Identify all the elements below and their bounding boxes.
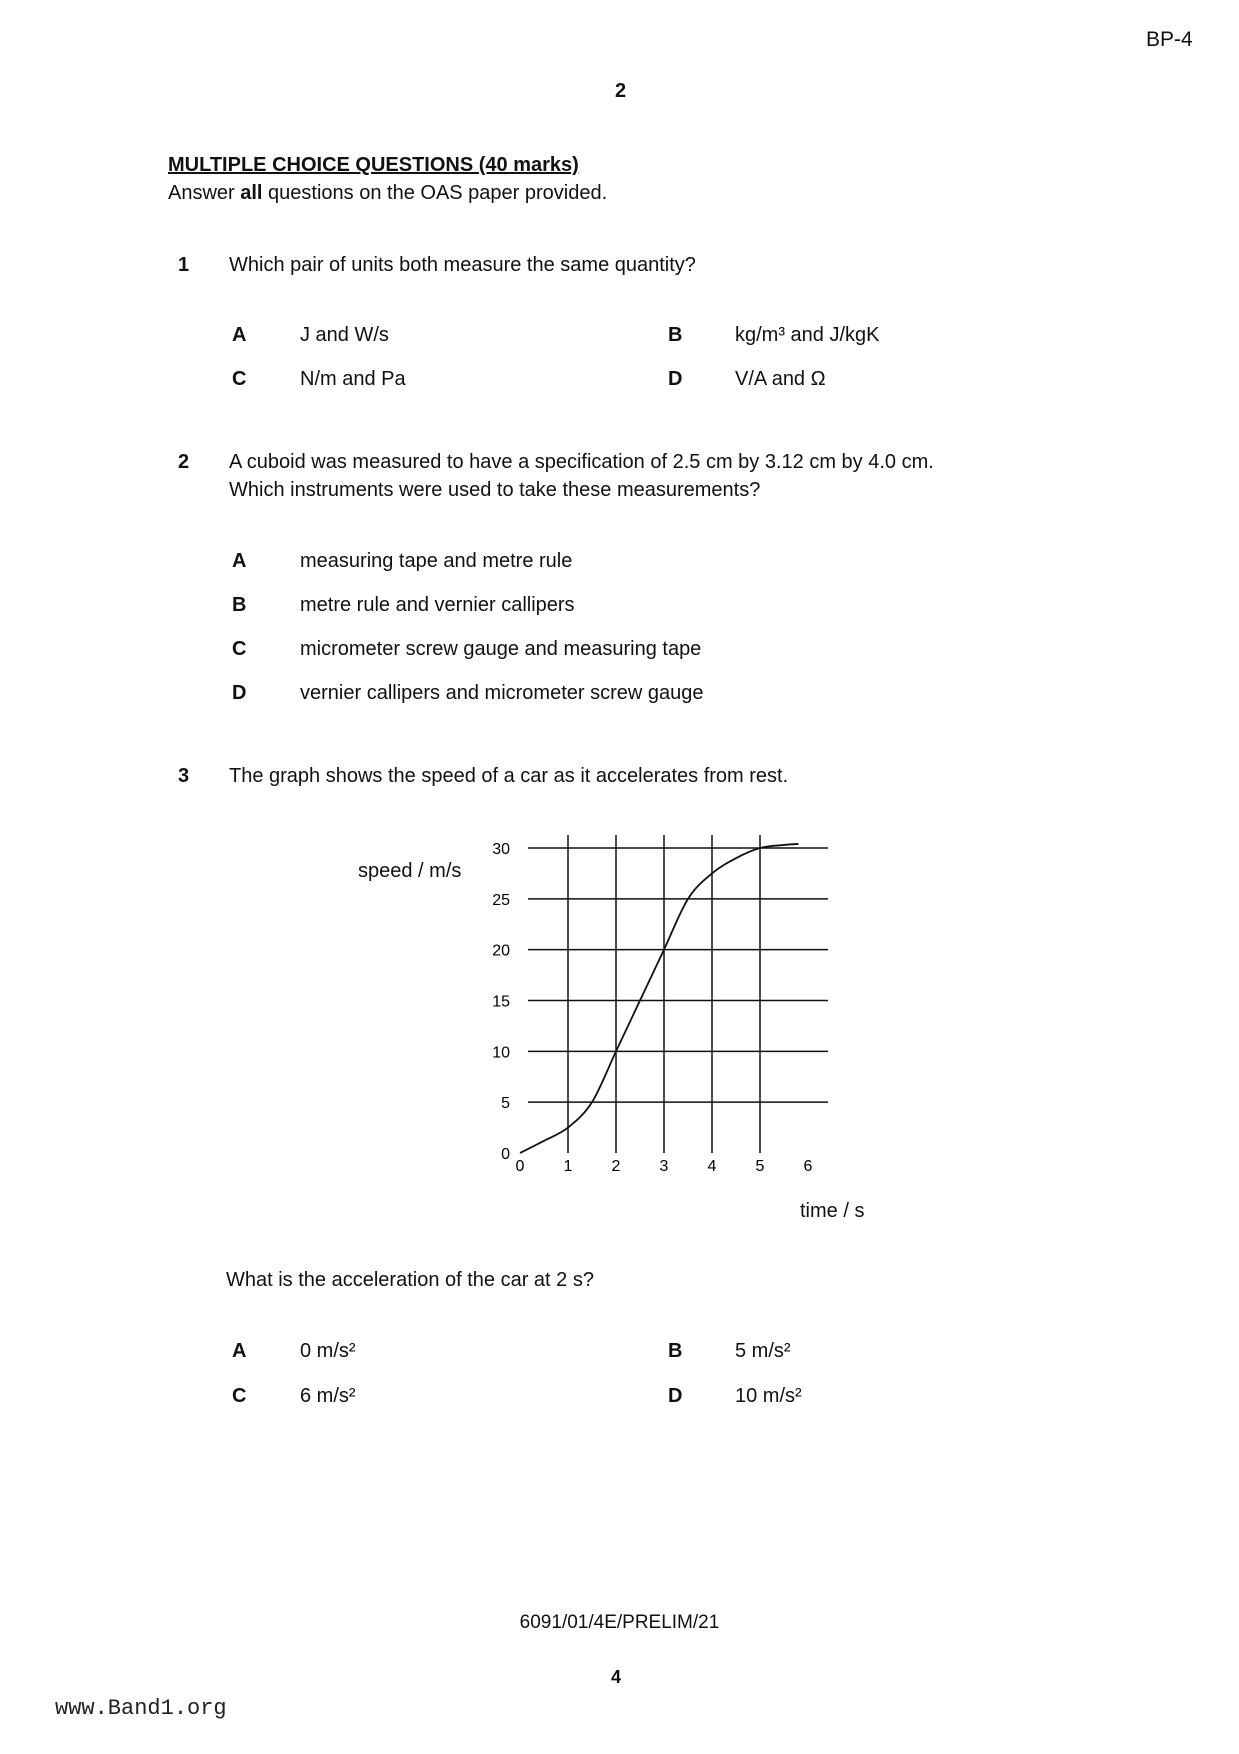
option-text: 10 m/s² xyxy=(735,1385,802,1407)
option-text: kg/m³ and J/kgK xyxy=(735,324,880,346)
question-text: A cuboid was measured to have a specific… xyxy=(229,451,934,473)
option-letter: B xyxy=(232,594,247,616)
x-tick-label: 6 xyxy=(804,1158,813,1175)
y-tick-label: 15 xyxy=(492,994,510,1011)
option-text: N/m and Pa xyxy=(300,368,406,390)
option-letter: A xyxy=(232,1340,247,1362)
watermark: www.Band1.org xyxy=(55,1696,227,1721)
page-number: 2 xyxy=(615,80,627,102)
y-tick-label: 30 xyxy=(492,841,510,858)
x-axis-label: time / s xyxy=(800,1200,865,1222)
section-title: MULTIPLE CHOICE QUESTIONS (40 marks) xyxy=(168,154,579,176)
option-letter: C xyxy=(232,368,247,390)
option-text: 6 m/s² xyxy=(300,1385,356,1407)
option-letter: A xyxy=(232,550,247,572)
y-tick-label: 20 xyxy=(492,943,510,960)
document-code: BP-4 xyxy=(1146,28,1193,51)
y-tick-label: 10 xyxy=(492,1044,510,1061)
instruction-text: questions on the OAS paper provided. xyxy=(262,182,608,204)
x-tick-label: 0 xyxy=(516,1158,525,1175)
option-text: micrometer screw gauge and measuring tap… xyxy=(300,638,702,660)
x-tick-label: 4 xyxy=(708,1158,717,1175)
y-tick-label: 25 xyxy=(492,892,510,909)
option-text: J and W/s xyxy=(300,324,389,346)
option-text: metre rule and vernier callipers xyxy=(300,594,575,616)
question-number: 1 xyxy=(178,254,190,276)
section-instruction: Answer all questions on the OAS paper pr… xyxy=(168,182,607,205)
speed-curve xyxy=(519,843,799,1154)
instruction-bold: all xyxy=(240,182,263,204)
option-letter: A xyxy=(232,324,247,346)
y-tick-label: 5 xyxy=(501,1095,510,1112)
question-number: 2 xyxy=(178,451,190,473)
x-tick-label: 5 xyxy=(756,1158,765,1175)
option-text: V/A and Ω xyxy=(735,368,826,390)
paper-code: 6091/01/4E/PRELIM/21 xyxy=(519,1612,720,1633)
x-tick-label: 2 xyxy=(612,1158,621,1175)
option-letter: C xyxy=(232,638,247,660)
option-text: vernier callipers and micrometer screw g… xyxy=(300,682,704,704)
option-letter: B xyxy=(668,1340,683,1362)
option-letter: D xyxy=(232,682,247,704)
question-text: The graph shows the speed of a car as it… xyxy=(229,765,789,787)
option-text: 0 m/s² xyxy=(300,1340,356,1362)
option-letter: B xyxy=(668,324,683,346)
question-text: Which instruments were used to take thes… xyxy=(229,479,761,501)
question-text: Which pair of units both measure the sam… xyxy=(229,254,696,276)
y-tick-label: 0 xyxy=(501,1146,510,1163)
y-axis-label: speed / m/s xyxy=(358,860,462,882)
option-letter: C xyxy=(232,1385,247,1407)
option-text: measuring tape and metre rule xyxy=(300,550,573,572)
footer-page-number: 4 xyxy=(611,1667,622,1687)
option-letter: D xyxy=(668,1385,683,1407)
option-letter: D xyxy=(668,368,683,390)
option-text: 5 m/s² xyxy=(735,1340,791,1362)
x-tick-label: 1 xyxy=(564,1158,573,1175)
question-number: 3 xyxy=(178,765,190,787)
instruction-text: Answer xyxy=(168,182,241,204)
x-tick-label: 3 xyxy=(660,1158,669,1175)
question-followup: What is the acceleration of the car at 2… xyxy=(226,1269,594,1291)
